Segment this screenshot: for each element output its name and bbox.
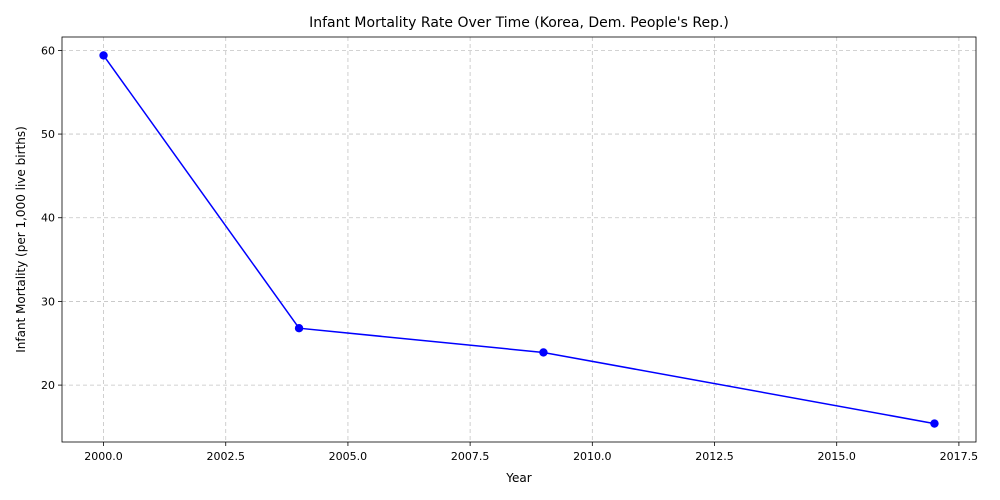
- x-tick-label: 2002.5: [206, 450, 245, 463]
- y-tick-label: 50: [41, 128, 55, 141]
- y-tick-label: 60: [41, 44, 55, 57]
- data-point: [930, 419, 939, 428]
- x-axis: 2000.0 2002.5 2005.0 2007.5 2010.0 2012.5 2015…: [84, 442, 978, 463]
- x-tick-label: 2007.5: [451, 450, 490, 463]
- y-axis-label: Infant Mortality (per 1,000 live births): [14, 126, 28, 353]
- x-tick-label: 2010.0: [573, 450, 612, 463]
- x-tick-label: 2012.5: [695, 450, 734, 463]
- y-tick-label: 20: [41, 379, 55, 392]
- data-point: [539, 348, 548, 357]
- series-line: [102, 54, 935, 425]
- x-axis-label: Year: [505, 471, 531, 485]
- data-point: [99, 51, 108, 60]
- y-tick-label: 30: [41, 295, 55, 308]
- grid: [62, 37, 976, 442]
- series-layer: [99, 51, 939, 428]
- data-point: [294, 323, 304, 333]
- x-tick-label: 2000.0: [84, 450, 123, 463]
- x-tick-label: 2015.0: [817, 450, 856, 463]
- plot-frame: [61, 36, 977, 443]
- y-tick-label: 40: [41, 212, 55, 225]
- y-axis: 20 30 40 50 60: [41, 44, 62, 392]
- x-tick-label: 2005.0: [329, 450, 368, 463]
- x-tick-label: 2017.5: [940, 450, 979, 463]
- chart-title: Infant Mortality Rate Over Time (Korea, …: [309, 15, 729, 31]
